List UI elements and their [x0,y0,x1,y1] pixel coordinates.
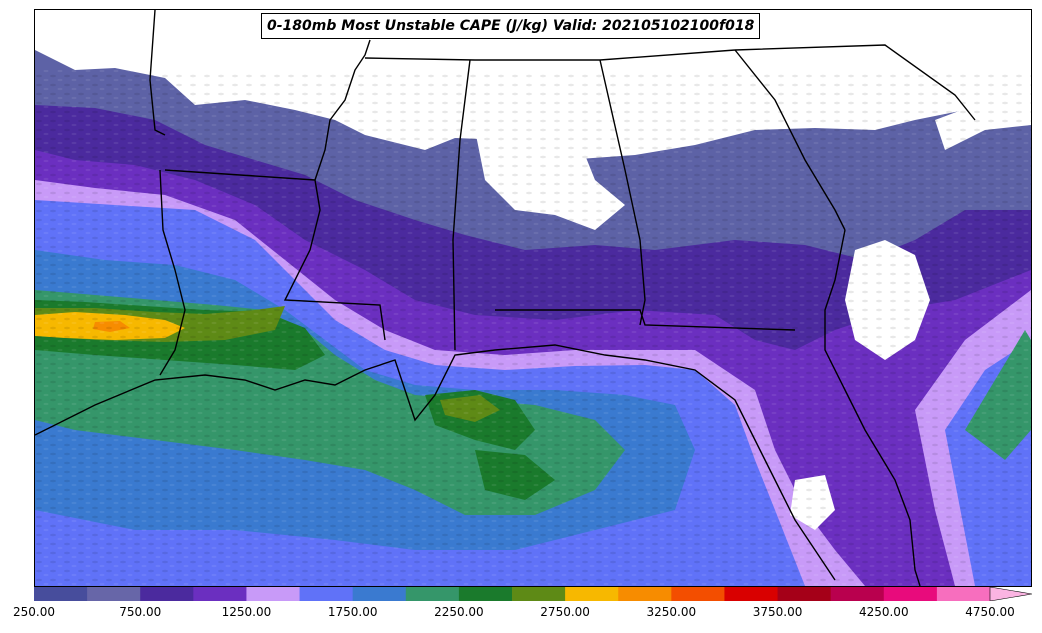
colorbar-tick-label: 1250.00 [221,605,272,619]
colorbar-segment [405,587,460,601]
colorbar-extend-arrow [989,587,1032,601]
colorbar-tick-label: 2750.00 [540,605,590,619]
state-boundary-arkansas-louisiana [164,169,316,181]
state-boundary-mississippi-river [314,39,371,181]
state-boundary-florida-panhandle [495,309,796,331]
colorbar-segment [246,587,301,601]
colorbar-tick-label: 3250.00 [646,605,697,619]
colorbar-tick-labels: 250.00 750.00 1250.00 1750.00 2250.00 2750.00… [0,605,1042,625]
colorbar-tick-label: 3750.00 [752,605,803,619]
state-boundary-texas-louisiana [159,169,186,376]
state-boundary-mississippi-alabama [452,59,471,351]
colorbar-tick-label: 4250.00 [858,605,909,619]
boundaries [35,10,976,586]
state-boundary-georgia-sc [734,49,846,231]
colorbar-segment [565,587,619,601]
colorbar-segment [140,587,194,601]
colorbar-tick-label: 1750.00 [327,605,378,619]
coastline-atlantic [824,229,921,586]
colorbar-segment [618,587,672,601]
colorbar-tick-label: 250.00 [13,605,55,619]
colorbar-segment [512,587,566,601]
coastline-gulf [35,344,836,581]
contour-texture [35,70,1031,586]
colorbar-segment [193,587,248,601]
cape-map [35,10,1031,586]
colorbar-segment [936,587,991,601]
map-title: 0-180mb Most Unstable CAPE (J/kg) Valid:… [261,13,761,39]
colorbar-tick-label: 4750.00 [965,605,1015,619]
map-panel [34,9,1032,587]
state-boundary-louisiana-mississippi [283,179,386,341]
colorbar-segment [724,587,779,601]
colorbar-segment [671,587,726,601]
colorbar-segment [830,587,885,601]
colorbar-tick-label: 2250.00 [434,605,484,619]
colorbar-segment [87,587,141,601]
colorbar-segment [299,587,354,601]
state-boundary-north [364,49,736,61]
colorbar-tick-label: 750.00 [119,605,162,619]
colorbar-segment [458,587,513,601]
colorbar [34,587,1032,601]
state-boundary-oklahoma-texas [149,10,166,136]
colorbar-segment [883,587,938,601]
colorbar-segment [777,587,832,601]
colorbar-segment [352,587,407,601]
state-boundary-nc-sc [734,44,976,121]
state-boundary-alabama-georgia [599,59,646,326]
colorbar-segment [34,587,88,601]
